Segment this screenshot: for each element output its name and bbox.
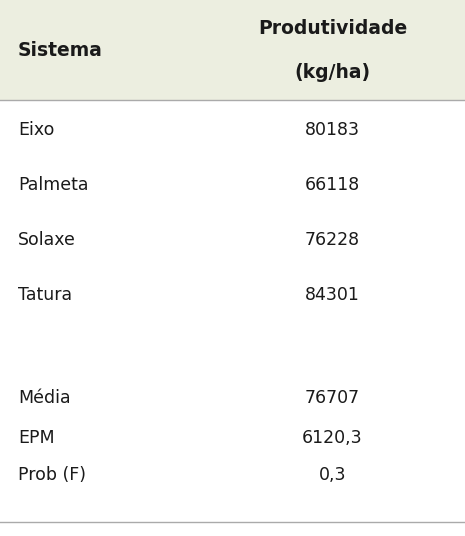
Text: 66118: 66118	[305, 176, 360, 194]
Text: 84301: 84301	[305, 286, 360, 304]
Text: (kg/ha): (kg/ha)	[294, 63, 371, 81]
Text: Produtividade: Produtividade	[258, 19, 407, 38]
Text: Prob (F): Prob (F)	[18, 466, 86, 484]
Text: Eixo: Eixo	[18, 121, 54, 139]
Text: 76228: 76228	[305, 231, 360, 249]
Text: Sistema: Sistema	[18, 41, 103, 59]
Text: 6120,3: 6120,3	[302, 429, 363, 447]
Text: Tatura: Tatura	[18, 286, 72, 304]
Text: Solaxe: Solaxe	[18, 231, 76, 249]
Text: Palmeta: Palmeta	[18, 176, 88, 194]
Text: 76707: 76707	[305, 389, 360, 407]
Text: 0,3: 0,3	[319, 466, 346, 484]
FancyBboxPatch shape	[0, 0, 465, 100]
Text: 80183: 80183	[305, 121, 360, 139]
Text: EPM: EPM	[18, 429, 54, 447]
Text: Média: Média	[18, 389, 71, 407]
